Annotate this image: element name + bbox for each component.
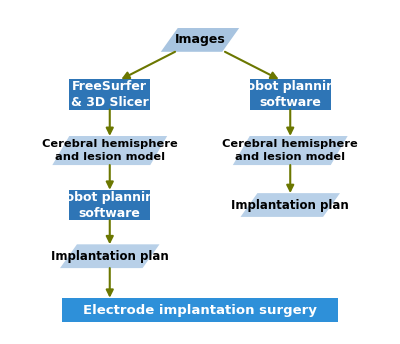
Text: Implantation plan: Implantation plan	[231, 198, 349, 212]
FancyBboxPatch shape	[62, 298, 338, 322]
FancyBboxPatch shape	[250, 79, 330, 110]
Text: Robot planning
software: Robot planning software	[56, 191, 163, 219]
Polygon shape	[52, 136, 167, 165]
Polygon shape	[240, 193, 340, 217]
Text: Robot planning
software: Robot planning software	[237, 80, 344, 109]
Polygon shape	[60, 244, 160, 268]
FancyBboxPatch shape	[70, 79, 150, 110]
Text: Images: Images	[175, 33, 225, 46]
Text: Implantation plan: Implantation plan	[51, 250, 169, 263]
Text: FreeSurfer
& 3D Slicer: FreeSurfer & 3D Slicer	[71, 80, 149, 109]
FancyBboxPatch shape	[70, 190, 150, 220]
Text: Cerebral hemisphere
and lesion model: Cerebral hemisphere and lesion model	[222, 139, 358, 162]
Polygon shape	[161, 28, 239, 52]
Polygon shape	[233, 136, 348, 165]
Text: Cerebral hemisphere
and lesion model: Cerebral hemisphere and lesion model	[42, 139, 178, 162]
Text: Electrode implantation surgery: Electrode implantation surgery	[83, 303, 317, 316]
